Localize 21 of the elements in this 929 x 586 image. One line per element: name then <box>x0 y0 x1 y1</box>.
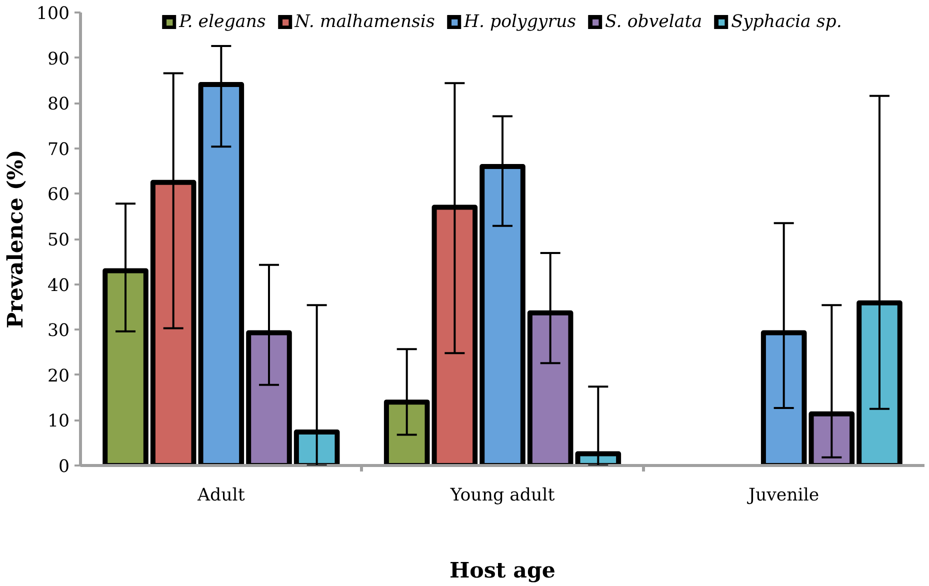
x-axis-title: Host age <box>450 558 556 584</box>
x-tick-label: Juvenile <box>746 486 820 506</box>
legend-label: H. polygyrus <box>464 12 576 32</box>
y-tick-label: 20 <box>47 366 70 386</box>
legend-label: P. elegans <box>179 12 266 32</box>
legend-label: N. malhamensis <box>294 12 435 32</box>
y-tick-label: 60 <box>47 185 70 206</box>
x-tick-label: Adult <box>196 486 245 506</box>
y-tick-label: 50 <box>47 230 70 250</box>
y-tick-label: 70 <box>47 140 70 160</box>
y-tick-label: 90 <box>47 49 70 70</box>
y-axis-title: Prevalence (%) <box>3 150 28 328</box>
x-tick-label: Young adult <box>449 486 555 506</box>
y-tick-label: 10 <box>47 412 70 432</box>
y-tick-label: 100 <box>36 4 70 24</box>
y-tick-label: 0 <box>58 457 70 477</box>
y-tick-label: 80 <box>47 94 70 115</box>
legend-label: Syphacia sp. <box>731 12 842 32</box>
legend-label: S. obvelata <box>605 12 702 32</box>
y-tick-label: 30 <box>47 321 70 342</box>
y-tick-label: 40 <box>47 276 70 296</box>
